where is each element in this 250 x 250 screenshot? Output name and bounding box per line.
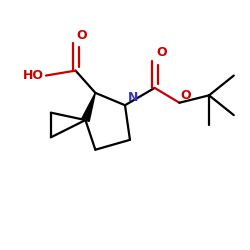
Text: HO: HO xyxy=(22,69,44,82)
Text: O: O xyxy=(156,46,166,60)
Polygon shape xyxy=(82,93,95,122)
Text: O: O xyxy=(180,88,191,102)
Text: O: O xyxy=(77,29,88,42)
Text: N: N xyxy=(128,91,138,104)
